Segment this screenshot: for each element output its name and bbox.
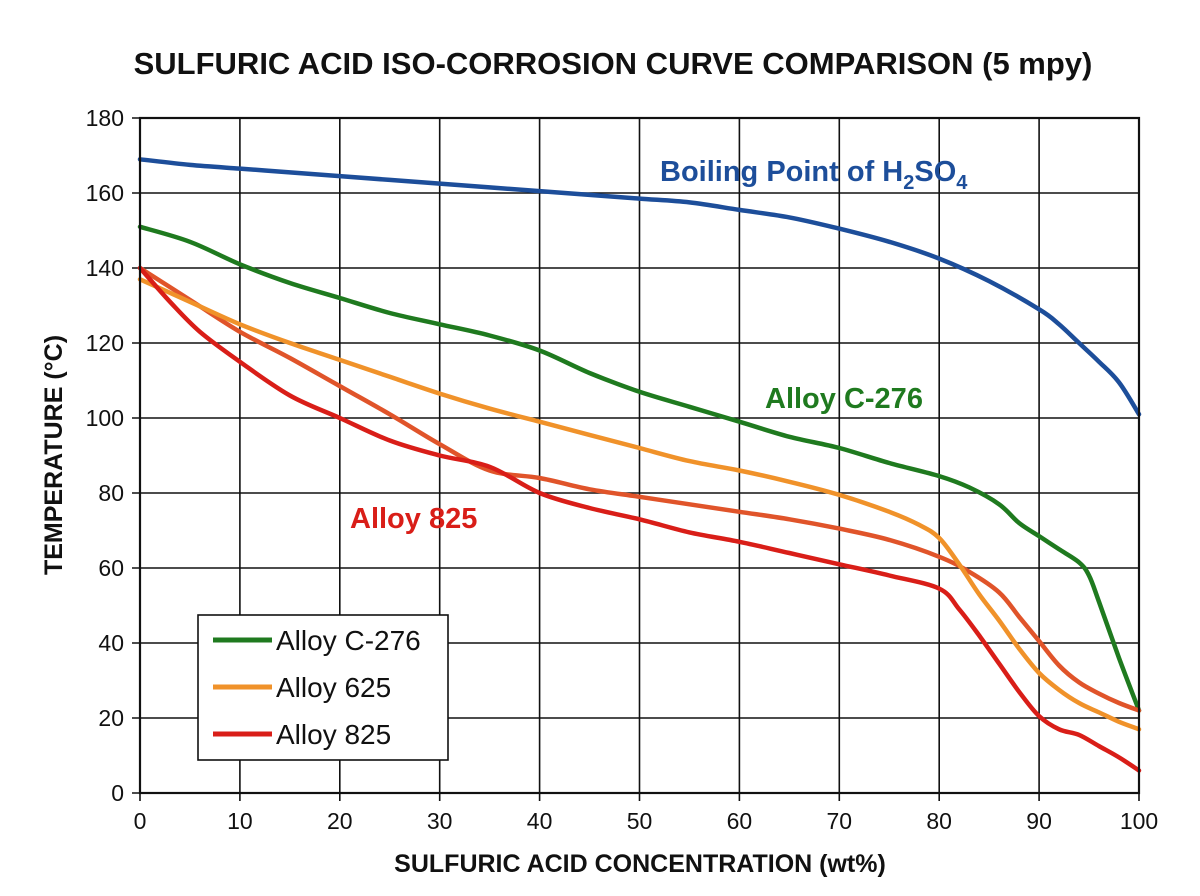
x-tick-label: 50 xyxy=(627,808,653,834)
boiling-point-text: Boiling Point of H xyxy=(660,156,903,188)
x-tick-label: 100 xyxy=(1120,808,1158,834)
legend-label-a825: Alloy 825 xyxy=(276,719,391,750)
a825-annotation: Alloy 825 xyxy=(350,503,477,535)
series-line-a625 xyxy=(137,277,1142,732)
chart-title: SULFURIC ACID ISO-CORROSION CURVE COMPAR… xyxy=(134,46,1093,81)
x-tick-label: 20 xyxy=(327,808,353,834)
y-tick-label: 20 xyxy=(98,705,124,731)
y-axis-label: TEMPERATURE (°C) xyxy=(40,335,68,575)
x-tick-label: 70 xyxy=(827,808,853,834)
y-tick-label: 160 xyxy=(86,180,124,206)
x-tick-label: 90 xyxy=(1026,808,1052,834)
y-tick-label: 120 xyxy=(86,330,124,356)
x-tick-label: 10 xyxy=(227,808,253,834)
legend-label-a625: Alloy 625 xyxy=(276,672,391,703)
y-tick-label: 140 xyxy=(86,255,124,281)
boiling-point-sub-4: 4 xyxy=(956,172,968,194)
plot-frame xyxy=(138,116,1141,795)
y-tick-label: 180 xyxy=(86,105,124,131)
x-tick-label: 30 xyxy=(427,808,453,834)
x-tick-label: 80 xyxy=(926,808,952,834)
series-lines xyxy=(137,157,1142,773)
legend-label-c276: Alloy C-276 xyxy=(276,625,421,656)
y-tick-label: 40 xyxy=(98,630,124,656)
y-tick-label: 0 xyxy=(111,780,124,806)
boiling-point-so: SO xyxy=(914,156,956,188)
x-tick-label: 40 xyxy=(527,808,553,834)
x-tick-label: 0 xyxy=(134,808,147,834)
y-tick-label: 60 xyxy=(98,555,124,581)
series-line-bp xyxy=(137,157,1142,417)
series-line-mid xyxy=(137,265,1142,713)
series-line-c276 xyxy=(137,224,1142,713)
series-line-a825 xyxy=(137,265,1142,773)
x-tick-label: 60 xyxy=(727,808,753,834)
c276-annotation: Alloy C-276 xyxy=(765,383,923,415)
y-tick-label: 100 xyxy=(86,405,124,431)
y-tick-label: 80 xyxy=(98,480,124,506)
boiling-point-sub-2: 2 xyxy=(903,172,914,194)
legend: Alloy C-276 Alloy 625 Alloy 825 xyxy=(197,614,449,761)
boiling-point-annotation: Boiling Point of H2SO4 xyxy=(660,156,968,194)
tick-labels: 0 10 20 30 40 50 60 70 80 90 100 0 20 40 60 80 100 120 140… xyxy=(86,105,1159,834)
x-axis-label: SULFURIC ACID CONCENTRATION (wt%) xyxy=(394,850,886,878)
